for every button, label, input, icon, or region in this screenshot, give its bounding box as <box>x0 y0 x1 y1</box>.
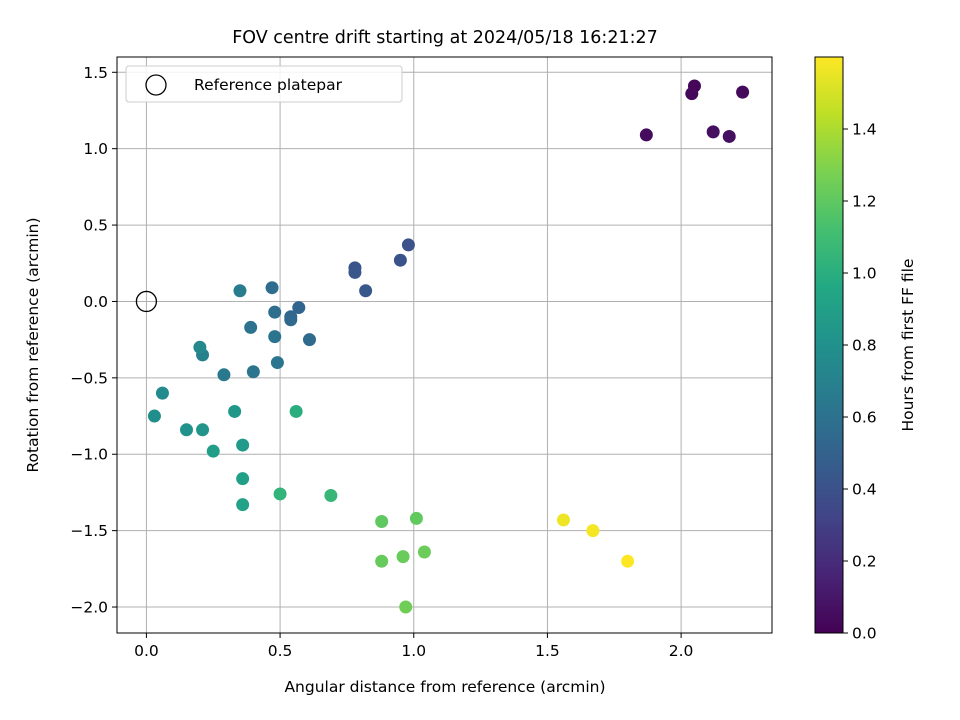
data-point <box>244 320 258 334</box>
data-point <box>180 423 194 437</box>
data-point <box>236 438 250 452</box>
y-tick-label: −0.5 <box>70 369 108 387</box>
data-point <box>289 404 303 418</box>
legend: Reference platepar <box>125 65 403 103</box>
data-point <box>268 330 282 344</box>
y-tick-label: −1.5 <box>70 522 108 540</box>
data-point <box>155 386 169 400</box>
colorbar-tick-label: 0.6 <box>852 409 877 427</box>
legend-label: Reference platepar <box>194 76 343 94</box>
data-point <box>273 487 287 501</box>
data-point <box>359 284 373 298</box>
data-point <box>236 498 250 512</box>
data-point <box>375 514 389 528</box>
y-tick-label: −2.0 <box>70 599 108 617</box>
legend-hollow-circle-icon <box>145 74 167 96</box>
data-point <box>375 554 389 568</box>
legend-box <box>125 65 403 103</box>
colorbar-tick-label: 1.2 <box>852 193 877 211</box>
data-point <box>268 305 282 319</box>
data-point <box>228 404 242 418</box>
data-point <box>265 281 279 295</box>
data-point <box>401 238 415 252</box>
data-point <box>393 253 407 267</box>
data-point <box>685 87 699 101</box>
colorbar-tick-label: 1.4 <box>852 121 877 139</box>
data-point <box>236 472 250 486</box>
y-axis-ticks: −2.0 −1.5 −1.0 −0.5 0.0 0.5 1.0 1.5 <box>70 64 117 617</box>
colorbar-ticks: 0.0 0.2 0.4 0.6 0.8 1.0 1.2 1.4 <box>843 121 877 643</box>
data-point <box>348 265 362 279</box>
plot-grid <box>117 57 772 633</box>
y-tick-label: 0.0 <box>83 293 108 311</box>
data-point <box>302 333 316 347</box>
data-point <box>556 513 570 527</box>
data-point <box>399 600 413 614</box>
data-point <box>217 368 231 382</box>
x-tick-label: 1.0 <box>401 642 426 660</box>
data-point <box>246 365 260 379</box>
data-point <box>736 85 750 99</box>
plot-frame <box>116 56 773 634</box>
colorbar-gradient <box>814 56 844 634</box>
y-tick-label: 1.5 <box>83 64 108 82</box>
data-point <box>233 284 247 298</box>
colorbar-tick-label: 0.2 <box>852 553 877 571</box>
data-point <box>586 524 600 538</box>
data-point <box>324 488 338 502</box>
data-point <box>409 511 423 525</box>
data-point <box>639 128 653 142</box>
colorbar-tick-label: 0.8 <box>852 337 877 355</box>
chart-title: FOV centre drift starting at 2024/05/18 … <box>232 28 658 48</box>
data-point <box>196 423 210 437</box>
data-points <box>147 79 750 614</box>
y-tick-label: 1.0 <box>83 140 108 158</box>
colorbar-tick-label: 1.0 <box>852 265 877 283</box>
colorbar: 0.0 0.2 0.4 0.6 0.8 1.0 1.2 1.4 Hours from firs… <box>814 56 917 643</box>
data-point <box>417 545 431 559</box>
data-point <box>147 409 161 423</box>
x-axis-label: Angular distance from reference (arcmin) <box>284 678 605 696</box>
data-point <box>270 356 284 370</box>
x-tick-label: 0.0 <box>134 642 159 660</box>
x-axis-ticks: 0.0 0.5 1.0 1.5 2.0 <box>134 633 693 660</box>
data-point <box>621 554 635 568</box>
x-tick-label: 2.0 <box>669 642 694 660</box>
reference-platepar-marker <box>135 290 158 313</box>
colorbar-label: Hours from first FF file <box>899 259 917 432</box>
colorbar-tick-label: 0.4 <box>852 481 877 499</box>
x-tick-label: 1.5 <box>535 642 560 660</box>
y-axis-label: Rotation from reference (arcmin) <box>24 217 42 472</box>
y-tick-label: 0.5 <box>83 217 108 235</box>
data-point <box>722 129 736 143</box>
data-point <box>193 340 207 354</box>
data-point <box>396 550 410 564</box>
data-point <box>292 301 306 315</box>
colorbar-tick-label: 0.0 <box>852 625 877 643</box>
reference-layer <box>135 290 158 313</box>
x-tick-label: 0.5 <box>268 642 293 660</box>
y-tick-label: −1.0 <box>70 446 108 464</box>
data-point <box>706 125 720 139</box>
data-point <box>206 444 220 458</box>
data-point <box>284 313 298 327</box>
